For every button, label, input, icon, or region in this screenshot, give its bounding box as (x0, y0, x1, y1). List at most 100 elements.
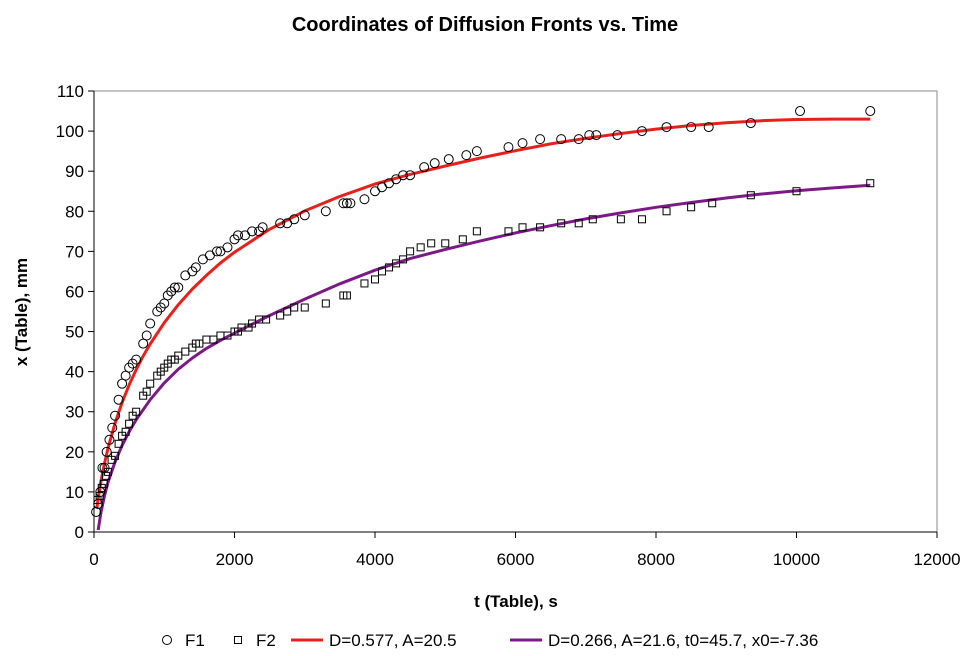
f1-point (173, 282, 184, 293)
f1-point (584, 130, 595, 141)
x-tick-label: 6000 (497, 550, 535, 569)
f1-point (299, 210, 310, 221)
f1-point (341, 198, 352, 209)
f2-point (125, 419, 134, 428)
legend-label: F2 (256, 631, 276, 650)
f1-point (419, 162, 430, 173)
y-tick-label: 40 (65, 363, 84, 382)
f1-point (661, 122, 672, 133)
f1-point (686, 122, 697, 133)
y-axis-label: x (Table), mm (12, 258, 31, 366)
f1-point (141, 330, 152, 341)
f2-point (114, 439, 123, 448)
f1-point (289, 214, 300, 225)
y-axis: 0 10 20 30 40 50 60 70 80 90 100 110 (56, 82, 95, 542)
y-tick-label: 80 (65, 202, 84, 221)
f1-point (429, 158, 440, 169)
y-tick-label: 10 (65, 483, 84, 502)
f2-point (248, 319, 257, 328)
f2-point (104, 467, 113, 476)
f2-point (181, 347, 190, 356)
f2-point (557, 219, 566, 228)
f2-point (441, 239, 450, 248)
f1-point (101, 446, 112, 457)
f1-point (405, 170, 416, 181)
f1-point (636, 126, 647, 137)
f2-point (111, 451, 120, 460)
f1-point (113, 394, 124, 405)
f1-point (517, 138, 528, 149)
f1-point (257, 222, 268, 233)
f2-point (416, 243, 425, 252)
x-tick-label: 2000 (216, 550, 254, 569)
f2-point (209, 335, 218, 344)
f1-point (461, 150, 472, 161)
f2-point (276, 311, 285, 320)
f2-point (283, 307, 292, 316)
x-tick-label: 4000 (356, 550, 394, 569)
f1-point (320, 206, 331, 217)
f2-point (95, 491, 104, 500)
f2-point (93, 495, 102, 504)
f2-point (195, 339, 204, 348)
f2-point (385, 263, 394, 272)
f2-point (378, 267, 387, 276)
x-tick-label: 10000 (773, 550, 820, 569)
f1-point (145, 318, 156, 329)
f2-point (360, 279, 369, 288)
f2-point (406, 247, 415, 256)
chart-title: Coordinates of Diffusion Fronts vs. Time (292, 14, 678, 36)
f2-point (101, 471, 110, 480)
f2-point (687, 203, 696, 212)
f2-point (662, 207, 671, 216)
f2-point (223, 331, 232, 340)
f2-point (399, 255, 408, 264)
x-tick-label: 0 (89, 550, 98, 569)
legend: F1 F2 D=0.577, A=20.5 D=0.266, A=21.6, t0=4… (162, 631, 818, 650)
f2-point (518, 223, 527, 232)
f1-point (398, 170, 409, 181)
series-line-4 (96, 183, 871, 531)
y-tick-label: 50 (65, 323, 84, 342)
f1-point (222, 242, 233, 253)
f1-point (556, 134, 567, 145)
y-tick-label: 100 (56, 122, 84, 141)
f2-point (290, 303, 299, 312)
f1-point (91, 506, 102, 517)
f1-point (359, 194, 370, 205)
f2-point (574, 219, 583, 228)
f2-point (866, 179, 875, 188)
y-tick-label: 20 (65, 443, 84, 462)
f1-point (107, 422, 118, 433)
f2-point (99, 479, 108, 488)
x-tick-label: 8000 (637, 550, 675, 569)
y-tick-label: 60 (65, 282, 84, 301)
f1-point (865, 106, 876, 117)
y-tick-label: 90 (65, 162, 84, 181)
y-tick-label: 30 (65, 403, 84, 422)
series-line-3 (95, 117, 871, 509)
f1-point (573, 134, 584, 145)
f1-point (110, 410, 121, 421)
f2-point (142, 387, 151, 396)
data-markers (91, 106, 876, 517)
f2-point (616, 215, 625, 224)
f2-point (371, 275, 379, 284)
legend-label: D=0.577, A=20.5 (329, 631, 457, 650)
f2-point (504, 227, 513, 236)
f1-point (703, 122, 714, 133)
f1-point (233, 230, 244, 241)
f2-point (146, 379, 155, 388)
f2-point (637, 215, 646, 224)
f2-point (342, 291, 351, 300)
legend-label: F1 (185, 631, 205, 650)
f1-point (795, 106, 806, 117)
legend-label: D=0.266, A=21.6, t0=45.7, x0=-7.36 (548, 631, 818, 650)
f1-point (131, 354, 142, 365)
x-axis: 0 2000 4000 6000 8000 10000 12000 (89, 531, 961, 569)
legend-symbol-f2 (234, 636, 242, 644)
f2-point (262, 315, 271, 324)
x-tick-label: 12000 (913, 550, 960, 569)
f1-point (190, 262, 201, 273)
f2-point (321, 299, 330, 308)
